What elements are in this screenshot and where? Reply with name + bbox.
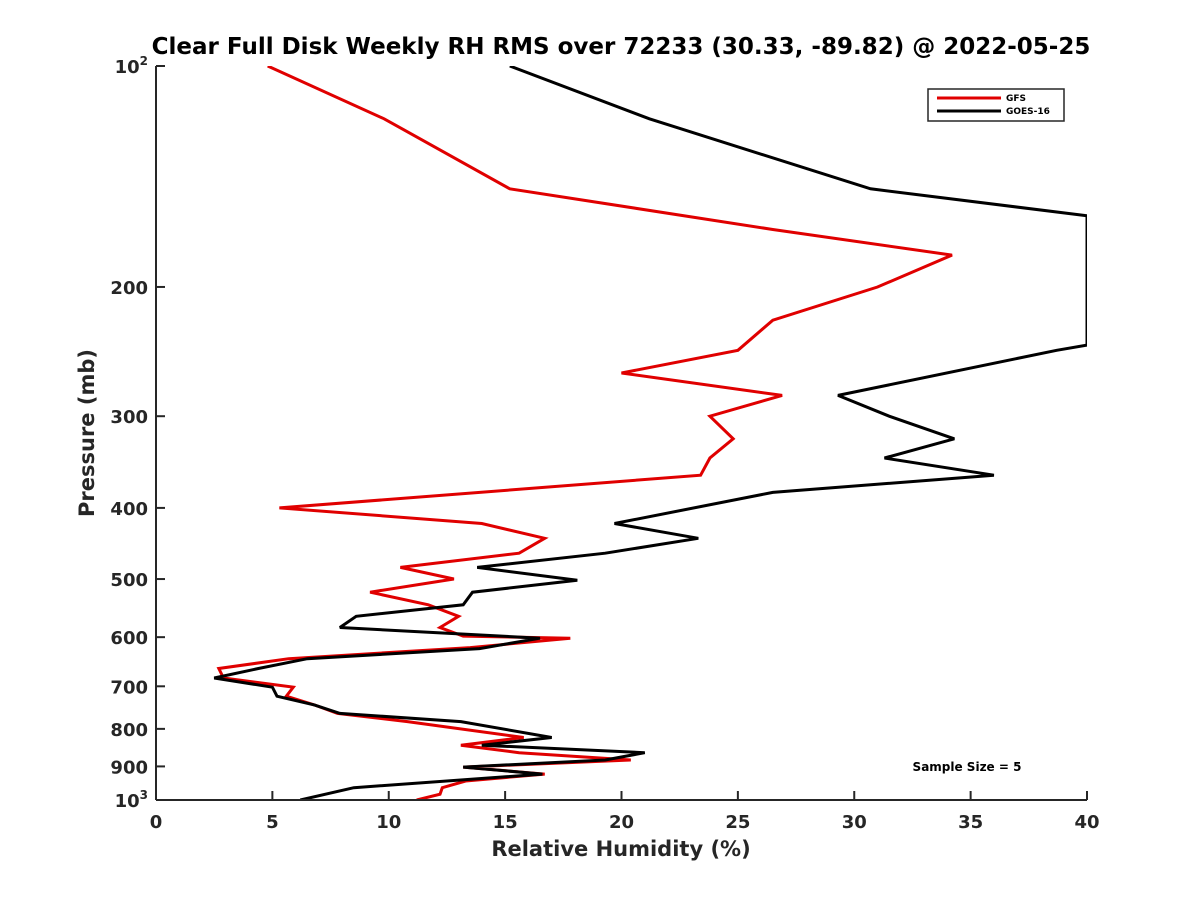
series-line-gfs	[216, 66, 953, 800]
y-tick-label: 700	[110, 677, 148, 698]
x-tick-label: 30	[842, 812, 867, 833]
x-axis-label: Relative Humidity (%)	[491, 837, 750, 861]
x-tick-label: 15	[493, 812, 518, 833]
legend-label: GFS	[1006, 94, 1026, 104]
y-axis-label: Pressure (mb)	[75, 349, 99, 517]
x-tick-label: 5	[266, 812, 279, 833]
x-tick-label: 25	[725, 812, 750, 833]
x-tick-label: 20	[609, 812, 634, 833]
x-tick-label: 10	[376, 812, 401, 833]
y-tick-label: 800	[110, 720, 148, 741]
legend-box	[927, 88, 1065, 122]
y-tick-label: 400	[110, 499, 148, 520]
x-tick-label: 35	[958, 812, 983, 833]
chart-title: Clear Full Disk Weekly RH RMS over 72233…	[152, 34, 1091, 60]
y-tick-label: 900	[110, 757, 148, 778]
y-tick-label: 500	[110, 570, 148, 591]
y-tick-label: 200	[110, 278, 148, 299]
y-tick-label: 300	[110, 407, 148, 428]
y-tick-label: 102	[115, 54, 148, 78]
legend: GFS GOES-16	[927, 88, 1065, 122]
x-tick-label: 40	[1074, 812, 1099, 833]
x-tick-label: 0	[150, 812, 163, 833]
plot-series-group	[213, 66, 1087, 800]
sample-size-annotation: Sample Size = 5	[913, 760, 1022, 774]
legend-label: GOES-16	[1006, 107, 1050, 117]
y-tick-label: 103	[115, 788, 148, 812]
series-line-goes-16	[213, 66, 1087, 800]
x-axis-ticks: 0 5 10 15 20 25 30 35 40	[150, 791, 1100, 833]
y-axis-ticks: 102 200 300 400 500 600 700 800 900 103	[110, 54, 165, 812]
y-tick-label: 600	[110, 628, 148, 649]
